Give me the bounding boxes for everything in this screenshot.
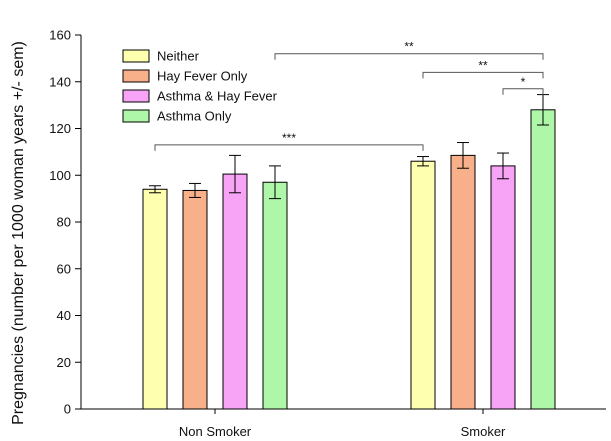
legend-label: Asthma Only bbox=[157, 109, 232, 124]
error-bar bbox=[149, 185, 161, 194]
legend-swatch bbox=[122, 109, 150, 123]
bar bbox=[222, 173, 248, 410]
y-tick-label: 80 bbox=[57, 215, 71, 230]
axes: 0 20 40 60 80 100 120 140 160 Non Smoker Smoker bbox=[49, 28, 606, 439]
bar bbox=[530, 109, 556, 410]
legend-entry: Hay Fever Only bbox=[122, 69, 248, 84]
error-bar bbox=[229, 154, 241, 194]
legend-entry: Neither bbox=[122, 49, 200, 64]
bracket-line bbox=[422, 71, 544, 79]
bracket-line bbox=[502, 88, 544, 95]
bar bbox=[142, 188, 168, 410]
bracket-line bbox=[154, 144, 424, 151]
significance-bracket: ** bbox=[274, 40, 544, 60]
legend: Neither Hay Fever Only Asthma & Hay Fever A… bbox=[122, 49, 278, 124]
error-bar bbox=[457, 142, 469, 169]
error-bars bbox=[149, 94, 549, 200]
bar bbox=[410, 160, 436, 410]
significance-label: *** bbox=[282, 131, 296, 145]
legend-label: Asthma & Hay Fever bbox=[157, 89, 278, 104]
legend-entry: Asthma Only bbox=[122, 109, 232, 124]
bars bbox=[142, 109, 556, 410]
bar bbox=[262, 181, 288, 410]
legend-entry: Asthma & Hay Fever bbox=[122, 89, 278, 104]
y-tick-label: 140 bbox=[49, 74, 71, 89]
y-tick-label: 20 bbox=[57, 355, 71, 370]
y-tick-label: 0 bbox=[64, 402, 71, 417]
bar bbox=[450, 154, 476, 410]
legend-swatch bbox=[122, 69, 150, 83]
significance-label: ** bbox=[478, 58, 488, 72]
y-tick-label: 60 bbox=[57, 261, 71, 276]
y-tick-label: 40 bbox=[57, 308, 71, 323]
x-tick-label: Non Smoker bbox=[179, 424, 252, 439]
error-bar bbox=[269, 165, 281, 200]
significance-brackets: ******** bbox=[154, 40, 544, 151]
significance-bracket: * bbox=[502, 75, 544, 95]
y-axis-title: Pregnancies (number per 1000 woman years… bbox=[10, 41, 27, 425]
x-tick-label: Smoker bbox=[461, 424, 506, 439]
bar bbox=[182, 189, 208, 410]
error-bar bbox=[189, 182, 201, 198]
significance-bracket: *** bbox=[154, 131, 424, 151]
error-bar bbox=[417, 156, 429, 167]
legend-label: Neither bbox=[157, 49, 200, 64]
y-tick-label: 100 bbox=[49, 168, 71, 183]
bar bbox=[490, 165, 516, 410]
bracket-line bbox=[274, 53, 544, 60]
legend-swatch bbox=[122, 49, 150, 63]
y-tick-label: 160 bbox=[49, 28, 71, 43]
y-tick-label: 120 bbox=[49, 121, 71, 136]
significance-label: ** bbox=[404, 40, 414, 54]
legend-swatch bbox=[122, 89, 150, 103]
error-bar bbox=[497, 152, 509, 180]
legend-label: Hay Fever Only bbox=[157, 69, 248, 84]
significance-label: * bbox=[521, 75, 526, 89]
significance-bracket: ** bbox=[422, 58, 544, 79]
